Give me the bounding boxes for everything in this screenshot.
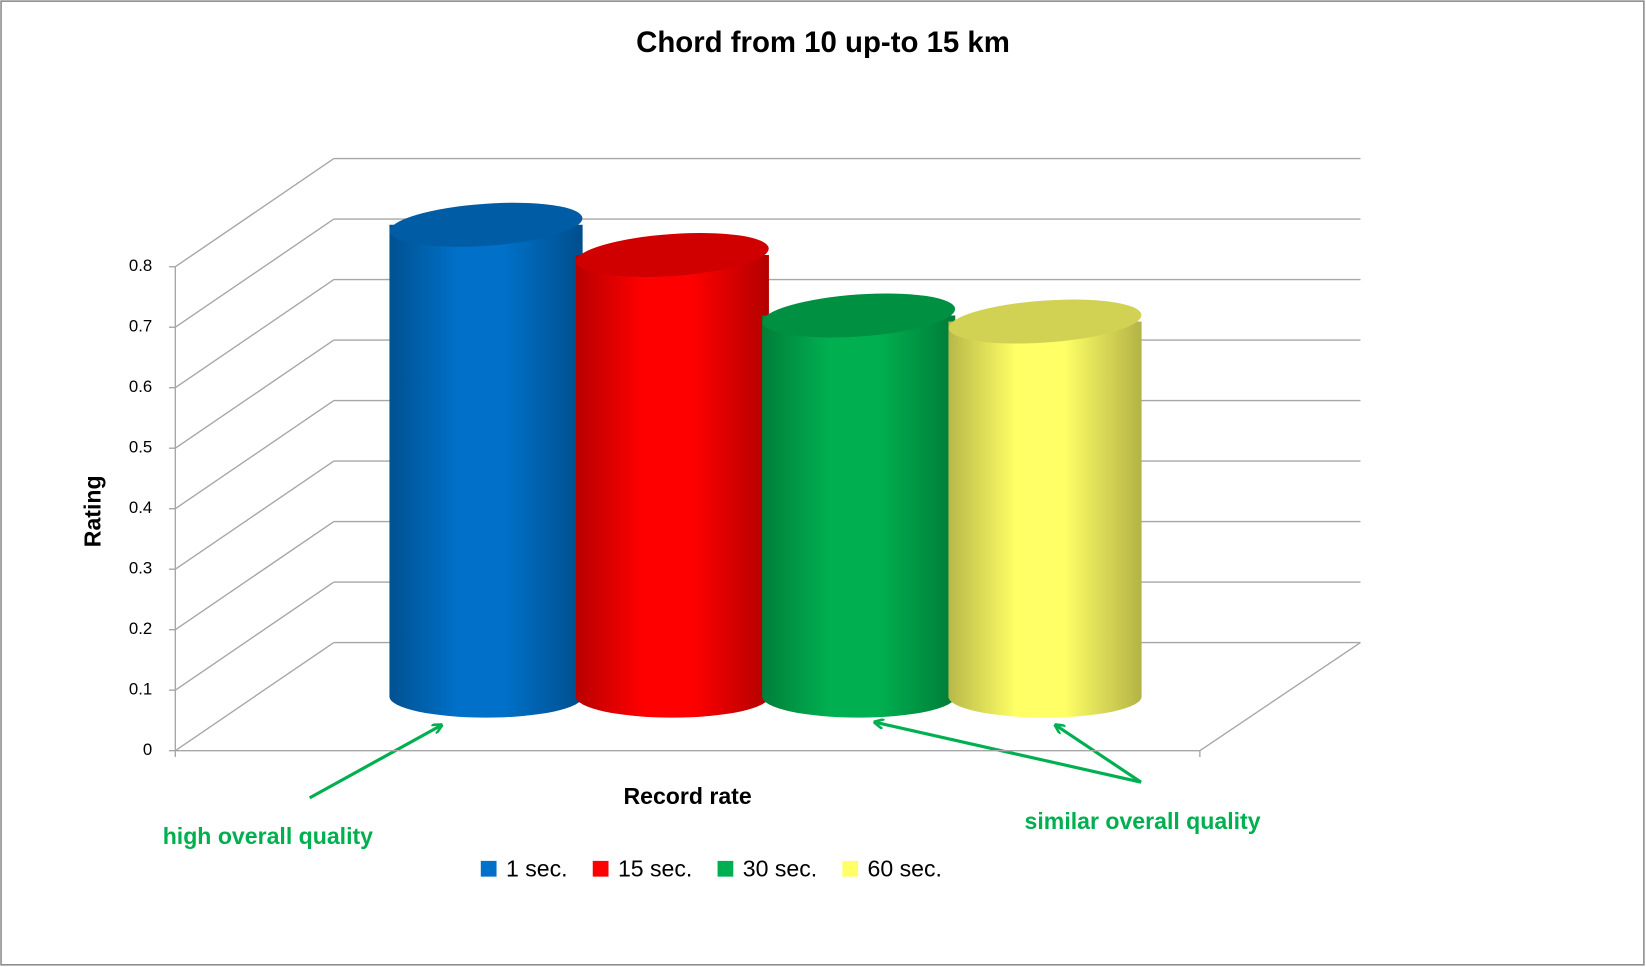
y-tick-label: 0.3 (129, 559, 152, 578)
annotation-arrow (875, 722, 1142, 784)
y-tick-label: 0 (143, 740, 152, 759)
y-tick-label: 0.2 (129, 619, 152, 638)
cylinder-top (948, 299, 1142, 344)
bar (389, 224, 583, 697)
y-axis-label: Rating (80, 475, 106, 547)
grid-line-side (174, 520, 335, 631)
legend-swatch (592, 860, 609, 877)
floor-right (1199, 641, 1361, 752)
bar (948, 321, 1142, 697)
grid-line-side (174, 581, 335, 691)
legend-label: 60 sec. (868, 855, 942, 881)
x-axis-label: Record rate (623, 783, 751, 809)
legend-swatch (842, 860, 859, 877)
legend-swatch (480, 860, 497, 877)
chart-title: Chord from 10 up-to 15 km (636, 26, 1010, 59)
grid-line-side (174, 400, 335, 510)
annotation-arrow (1056, 725, 1142, 784)
cylinder-top (389, 202, 583, 247)
grid-line-side (174, 460, 335, 570)
legend-label: 30 sec. (743, 855, 817, 881)
annotation: high overall quality (163, 823, 373, 849)
y-tick-label: 0.8 (129, 256, 152, 275)
legend-label: 1 sec. (506, 855, 568, 881)
y-tick-label: 0.7 (129, 317, 152, 336)
cylinder-top (576, 233, 769, 278)
y-tick-label: 0.5 (129, 438, 152, 457)
annotation-arrow (308, 725, 441, 800)
annotation: similar overall quality (1025, 808, 1261, 834)
bar (762, 315, 956, 697)
grid-line-side (174, 158, 335, 268)
grid-line-side (174, 641, 335, 752)
y-tick-label: 0.4 (129, 498, 152, 517)
y-tick-label: 0.6 (129, 377, 152, 396)
grid-line-side (174, 279, 335, 389)
y-tick-label: 0.1 (129, 680, 152, 699)
legend-label: 15 sec. (618, 855, 692, 881)
grid-line-side (174, 339, 335, 449)
grid-line-side (174, 218, 335, 328)
legend-swatch (717, 860, 734, 877)
cylinder-top (762, 293, 956, 338)
bar (575, 255, 769, 697)
